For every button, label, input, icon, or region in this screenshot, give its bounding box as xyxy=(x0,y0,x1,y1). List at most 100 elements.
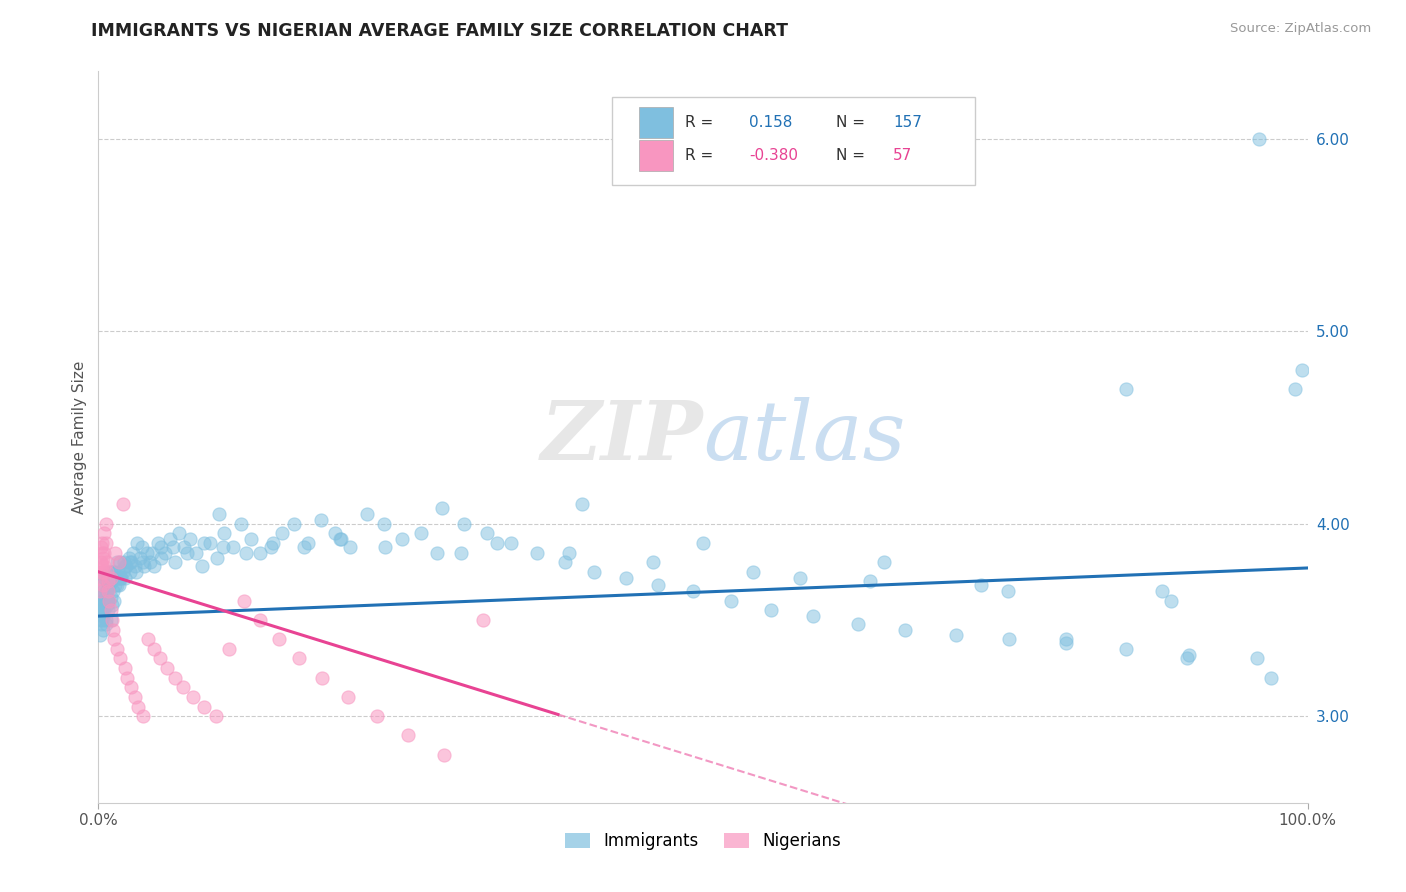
Text: R =: R = xyxy=(685,148,718,163)
Point xyxy=(150,540,173,554)
Text: IMMIGRANTS VS NIGERIAN AVERAGE FAMILY SIZE CORRELATION CHART: IMMIGRANTS VS NIGERIAN AVERAGE FAMILY SI… xyxy=(91,22,789,40)
Text: ZIP: ZIP xyxy=(540,397,703,477)
Point xyxy=(120,555,142,569)
Point xyxy=(373,516,395,531)
Point xyxy=(104,578,127,592)
Point xyxy=(1115,641,1137,656)
Point xyxy=(945,628,967,642)
Point xyxy=(97,593,120,607)
Point xyxy=(91,565,114,579)
Point xyxy=(108,578,131,592)
Point xyxy=(103,565,125,579)
Point xyxy=(759,603,782,617)
Point xyxy=(239,532,262,546)
Point xyxy=(97,571,120,585)
Point xyxy=(173,540,195,554)
Point xyxy=(433,747,456,762)
Point xyxy=(90,590,112,604)
Point xyxy=(396,728,419,742)
Point xyxy=(103,632,125,647)
Point xyxy=(94,516,117,531)
Point xyxy=(450,545,472,559)
Point xyxy=(235,545,257,559)
Point xyxy=(100,603,122,617)
Point xyxy=(169,526,191,541)
Point xyxy=(118,551,141,566)
Point xyxy=(90,540,112,554)
Point xyxy=(212,526,235,541)
Point xyxy=(108,555,131,569)
Point xyxy=(89,571,111,585)
Point xyxy=(249,545,271,559)
Point xyxy=(153,545,176,559)
Text: N =: N = xyxy=(837,148,870,163)
Point xyxy=(100,590,122,604)
Point xyxy=(1284,382,1306,396)
Point xyxy=(110,571,132,585)
Point xyxy=(249,613,271,627)
Point xyxy=(98,593,121,607)
Point xyxy=(136,632,159,647)
Point xyxy=(91,578,114,592)
Text: atlas: atlas xyxy=(703,397,905,477)
Point xyxy=(647,578,669,592)
Point xyxy=(1175,651,1198,665)
Point xyxy=(162,540,184,554)
Point xyxy=(143,559,166,574)
Point xyxy=(311,671,333,685)
Point xyxy=(91,598,114,612)
Point xyxy=(111,498,134,512)
Point xyxy=(105,571,128,585)
Point xyxy=(329,532,352,546)
Point xyxy=(93,526,115,541)
Point xyxy=(91,559,114,574)
Legend: Immigrants, Nigerians: Immigrants, Nigerians xyxy=(558,825,848,856)
Point xyxy=(120,681,142,695)
Point xyxy=(339,540,361,554)
Point xyxy=(122,545,145,559)
Point xyxy=(1260,671,1282,685)
Point xyxy=(1152,584,1174,599)
Point xyxy=(132,709,155,723)
Point xyxy=(179,532,201,546)
Point xyxy=(90,593,112,607)
Point xyxy=(156,661,179,675)
Point xyxy=(96,574,118,589)
Point xyxy=(267,632,290,647)
Point xyxy=(111,565,134,579)
Point xyxy=(127,699,149,714)
Point xyxy=(127,536,149,550)
Point xyxy=(325,526,347,541)
Point xyxy=(96,584,118,599)
Point xyxy=(91,536,114,550)
Point xyxy=(741,565,763,579)
Point xyxy=(159,532,181,546)
Point xyxy=(846,616,869,631)
Point xyxy=(93,603,115,617)
Point xyxy=(108,571,131,585)
Point xyxy=(720,593,742,607)
Point xyxy=(692,536,714,550)
Point xyxy=(873,555,896,569)
Point xyxy=(101,565,124,579)
Point xyxy=(288,651,311,665)
Point xyxy=(198,536,221,550)
Point xyxy=(212,540,235,554)
Point xyxy=(91,545,114,559)
Point xyxy=(89,584,111,599)
Point xyxy=(554,555,576,569)
Point xyxy=(94,584,117,599)
Point xyxy=(91,609,114,624)
Point xyxy=(93,559,115,574)
Point xyxy=(970,578,993,592)
Point xyxy=(1115,382,1137,396)
Point xyxy=(176,545,198,559)
Point xyxy=(91,578,114,592)
Point xyxy=(100,571,122,585)
Point xyxy=(374,540,396,554)
Point xyxy=(94,536,117,550)
Text: 157: 157 xyxy=(893,115,922,130)
Point xyxy=(97,584,120,599)
Point xyxy=(571,498,593,512)
Point xyxy=(98,565,121,579)
